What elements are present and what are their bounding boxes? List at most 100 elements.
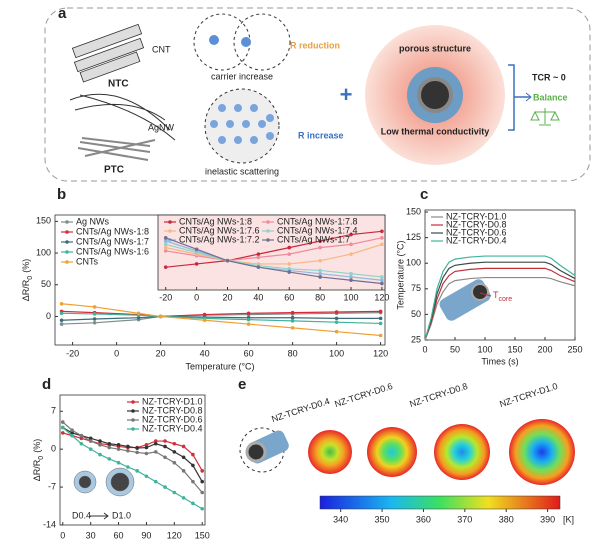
series-line <box>165 240 382 281</box>
fiber-icon <box>439 279 491 321</box>
tcr-label: TCR ~ 0 <box>532 72 566 82</box>
x-tick-label: 50 <box>450 344 460 354</box>
axes-frame <box>157 214 386 291</box>
lattice <box>210 104 274 144</box>
marker <box>194 247 199 252</box>
legend-marker <box>131 418 135 422</box>
marker <box>191 463 195 468</box>
marker <box>334 320 339 324</box>
legend-label: CNTs/Ag NWs-1:7.6 <box>179 225 260 235</box>
marker <box>79 433 84 438</box>
heatmap <box>308 430 352 474</box>
ptc-label: PTC <box>104 165 124 176</box>
x-tick-label: 0 <box>422 344 427 354</box>
marker <box>225 258 230 263</box>
annotation-sub: core <box>499 296 513 303</box>
inset-label: D0.4 <box>72 510 91 520</box>
marker <box>380 275 384 279</box>
colorbar-unit: [K] <box>563 514 574 524</box>
legend-marker <box>131 427 135 431</box>
ntc-label: NTC <box>108 79 129 90</box>
legend-label: NZ-TCRY-D1.0 <box>446 211 507 221</box>
marker <box>126 448 130 453</box>
marker <box>98 439 102 443</box>
marker <box>334 329 339 334</box>
plus: + <box>340 82 353 107</box>
core <box>417 77 453 113</box>
series-line <box>62 427 203 510</box>
legend-marker <box>65 240 69 244</box>
marker <box>194 262 199 266</box>
colorbar-tick-label: 360 <box>416 514 431 524</box>
marker <box>380 278 384 283</box>
legend-marker <box>131 400 135 404</box>
series-line <box>424 261 576 341</box>
series-line <box>62 421 203 493</box>
series-line <box>165 243 382 278</box>
legend-label: CNTs/Ag NWs-1:8 <box>179 216 252 226</box>
x-tick-label: 200 <box>537 344 552 354</box>
x-tick-label: 0 <box>194 292 199 302</box>
colorbar <box>319 495 561 510</box>
axis-label: Times (s) <box>481 356 518 366</box>
marker <box>318 275 322 279</box>
y-tick-label: 7 <box>51 406 56 416</box>
annotation: Tcore <box>493 290 512 303</box>
marker <box>92 312 97 316</box>
marker <box>107 445 112 450</box>
x-tick-label: 120 <box>167 530 182 539</box>
marker <box>318 268 322 273</box>
marker <box>116 460 121 465</box>
marker <box>59 318 64 323</box>
marker <box>60 425 65 430</box>
marker <box>172 490 177 495</box>
legend-label: NZ-TCRY-D0.4 <box>142 423 203 433</box>
panel-label: e <box>238 376 246 393</box>
legend-label: CNTs/Ag NWs-1:7.2 <box>179 234 260 244</box>
x-tick-label: -20 <box>66 348 79 358</box>
marker <box>256 265 261 269</box>
axis-label-text: ΔR/R <box>32 459 42 481</box>
marker <box>116 443 121 447</box>
marker <box>79 436 84 441</box>
marker <box>136 315 141 320</box>
x-tick-label: 0 <box>114 348 119 358</box>
carrier-label: carrier increase <box>211 71 273 81</box>
y-tick-label: 25 <box>411 334 421 344</box>
marker <box>163 249 168 253</box>
r-reduction: R reduction <box>290 40 340 50</box>
marker <box>334 310 339 314</box>
x-tick-label: 100 <box>329 348 344 358</box>
legend-marker <box>266 229 270 233</box>
x-tick-label: 120 <box>373 348 388 358</box>
marker <box>246 322 251 326</box>
x-tick-label: 90 <box>141 530 151 539</box>
marker <box>107 457 112 461</box>
colorbar-tick-label: 370 <box>457 514 472 524</box>
legend-marker <box>65 250 69 254</box>
marker <box>163 245 168 250</box>
panel-label: b <box>57 186 66 203</box>
y-tick-label: 75 <box>411 283 421 293</box>
marker <box>202 312 207 317</box>
marker <box>172 450 177 454</box>
arrow <box>90 512 109 520</box>
inset-label: D1.0 <box>112 510 131 520</box>
y-tick-label: -14 <box>43 519 56 529</box>
axis-label-sub: 0 <box>38 456 45 460</box>
series-line <box>165 230 382 268</box>
axis-label: Temperature (°C) <box>395 240 405 309</box>
y-tick-label: 0 <box>46 311 51 321</box>
marker <box>287 262 292 266</box>
marker <box>135 469 139 473</box>
marker <box>163 439 167 443</box>
marker <box>380 281 384 286</box>
x-tick-label: 80 <box>315 292 325 302</box>
heatmap <box>367 427 417 477</box>
marker <box>59 311 64 316</box>
legend-label: Ag NWs <box>76 216 110 226</box>
y-tick-label: 100 <box>406 258 421 268</box>
marker <box>163 242 168 247</box>
y-tick-label: 150 <box>406 206 421 216</box>
